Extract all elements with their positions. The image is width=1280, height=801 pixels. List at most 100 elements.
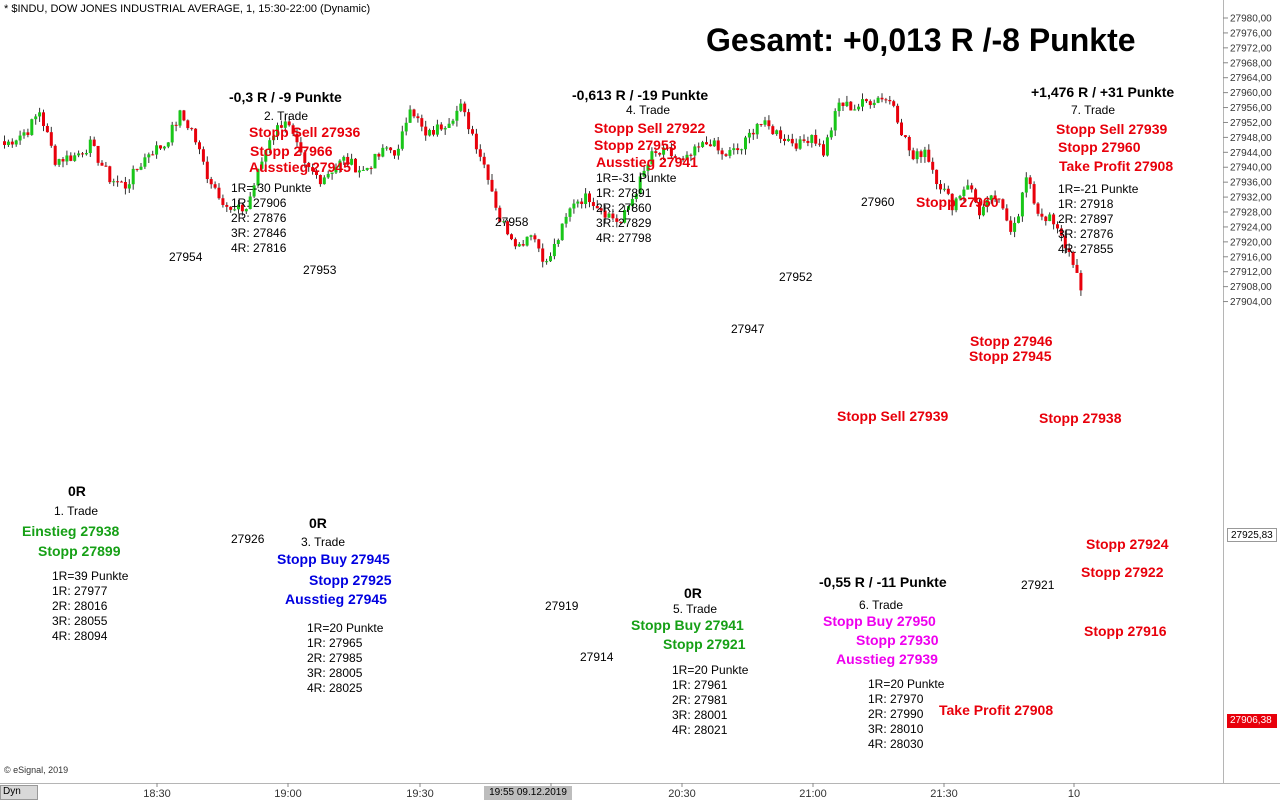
x-tick-label: 21:30	[930, 788, 958, 800]
candle-up	[65, 155, 69, 162]
candle-down	[677, 157, 681, 159]
candle-up	[6, 141, 10, 145]
candle-down	[970, 185, 974, 190]
candle-up	[958, 195, 962, 199]
trade-1-level: 3R: 28055	[52, 614, 108, 628]
candle-up	[1048, 214, 1052, 222]
pivot-label: 27926	[231, 532, 265, 546]
trade-7-result: +1,476 R / +31 Punkte	[1031, 84, 1175, 100]
candle-up	[853, 109, 857, 111]
trade-1-level: 2R: 28016	[52, 599, 108, 613]
x-tick-label: 19:00	[274, 788, 302, 800]
trade-7-level: 3R: 27876	[1058, 227, 1114, 241]
trade-5-stop-buy: Stopp Buy 27941	[631, 617, 744, 633]
candle-down	[708, 144, 712, 147]
candle-down	[229, 206, 233, 210]
y-tick-label: 27964,00	[1230, 73, 1272, 84]
candle-down	[767, 120, 771, 127]
candle-up	[244, 209, 248, 212]
candle-down	[864, 99, 868, 102]
candle-up	[545, 261, 549, 263]
candle-up	[268, 140, 272, 150]
candle-down	[1044, 216, 1048, 222]
trade-6-name: 6. Trade	[859, 598, 904, 612]
candle-up	[330, 172, 334, 174]
trade-2-exit: Ausstieg 27945	[249, 159, 351, 175]
last-price-tag: 27906,38	[1227, 714, 1277, 728]
candle-up	[77, 153, 81, 156]
candle-up	[373, 153, 377, 169]
candle-down	[1009, 220, 1013, 232]
candle-up	[357, 170, 361, 173]
candle-down	[1067, 248, 1071, 253]
trade-6-stop: Stopp 27930	[856, 632, 939, 648]
trade-4-stop-sell: Stopp Sell 27922	[594, 120, 706, 136]
dyn-button[interactable]: Dyn	[0, 785, 38, 800]
pivot-label: 27921	[1021, 578, 1055, 592]
total-result: Gesamt: +0,013 R /-8 Punkte	[706, 22, 1136, 58]
candle-down	[424, 126, 428, 136]
candle-down	[494, 191, 498, 208]
candle-up	[693, 146, 697, 156]
y-tick-label: 27952,00	[1230, 118, 1272, 129]
trail-stop-label: Stopp 27945	[969, 348, 1052, 364]
candle-down	[108, 166, 112, 183]
candle-down	[205, 161, 209, 180]
candle-up	[131, 168, 135, 185]
candle-down	[806, 140, 810, 143]
candle-up	[837, 102, 841, 112]
candle-down	[880, 97, 884, 100]
y-tick-label: 27980,00	[1230, 14, 1272, 25]
candle-down	[513, 239, 517, 247]
candle-up	[178, 110, 182, 126]
candle-down	[1036, 203, 1040, 214]
candle-up	[857, 106, 861, 110]
pivot-label: 27914	[580, 650, 614, 664]
candle-up	[112, 181, 116, 183]
trade-7-name: 7. Trade	[1071, 103, 1116, 117]
trade-5-level: 2R: 27981	[672, 693, 728, 707]
y-tick-label: 27924,00	[1230, 222, 1272, 233]
y-tick-label: 27948,00	[1230, 133, 1272, 144]
candle-up	[139, 166, 143, 170]
candle-down	[669, 147, 673, 157]
candle-down	[291, 125, 295, 134]
candle-down	[595, 205, 599, 209]
candle-down	[779, 130, 783, 139]
trail-stop-label: Take Profit 27908	[939, 702, 1054, 718]
candle-up	[264, 149, 268, 162]
trade-1-level: 1R=39 Punkte	[52, 569, 129, 583]
candle-down	[42, 112, 45, 126]
trade-4-exit: Ausstieg 27941	[596, 154, 698, 170]
trade-3-level: 2R: 27985	[307, 651, 363, 665]
candle-down	[997, 198, 1001, 200]
candle-down	[888, 100, 892, 102]
candle-down	[1059, 228, 1063, 236]
trade-7-level: 1R=-21 Punkte	[1058, 182, 1139, 196]
candle-up	[712, 140, 716, 147]
candle-up	[876, 97, 880, 103]
candle-down	[681, 158, 685, 161]
candle-down	[432, 129, 435, 135]
candle-down	[580, 201, 584, 205]
candle-down	[474, 133, 478, 150]
trade-4-level: 1R: 27891	[596, 186, 652, 200]
pivot-label: 27960	[861, 195, 895, 209]
candle-down	[3, 141, 6, 145]
candle-up	[18, 135, 22, 141]
trade-3-exit: Ausstieg 27945	[285, 591, 387, 607]
candle-up	[459, 103, 463, 111]
candle-up	[872, 102, 876, 106]
candle-up	[845, 101, 849, 106]
candle-down	[1001, 199, 1005, 209]
candle-up	[744, 137, 747, 150]
candle-down	[822, 144, 825, 156]
candle-up	[170, 124, 174, 143]
candle-up	[798, 139, 802, 149]
candle-up	[408, 109, 412, 123]
candle-up	[276, 125, 279, 136]
candle-up	[525, 236, 529, 246]
candle-down	[1052, 214, 1056, 225]
candle-down	[377, 153, 381, 157]
trade-1-stop: Stopp 27899	[38, 543, 121, 559]
